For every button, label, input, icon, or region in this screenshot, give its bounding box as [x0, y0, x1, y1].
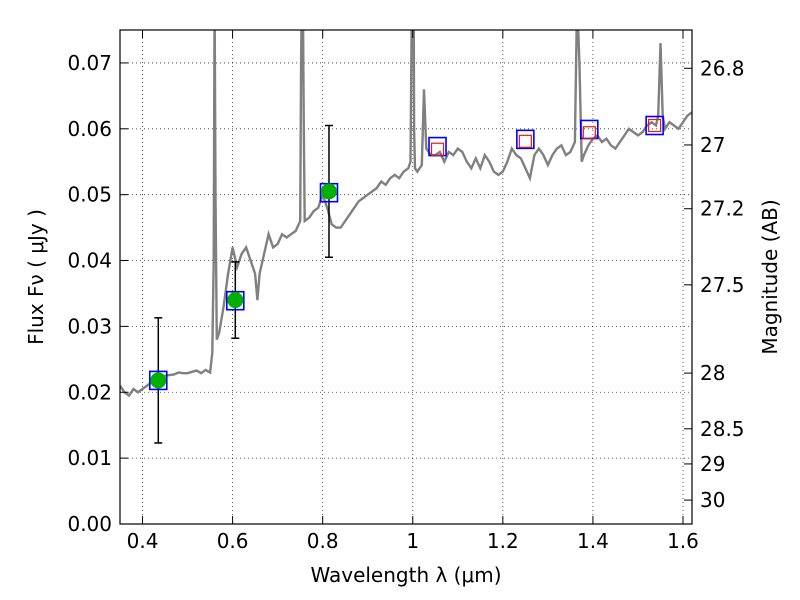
photometry-square — [148, 370, 168, 391]
y-tick-label: 0.07 — [67, 51, 112, 75]
y-tick-label: 0.04 — [67, 249, 112, 273]
model-square — [582, 126, 596, 140]
photometry-square — [645, 115, 664, 136]
x-tick-label: 1.2 — [487, 529, 519, 553]
photometry-square — [516, 129, 535, 150]
model-squares — [430, 118, 662, 156]
y-tick-label: 0.01 — [67, 446, 112, 470]
measured-points — [150, 183, 337, 389]
x-tick-label: 1.6 — [667, 529, 699, 553]
x-tick-label: 0.6 — [217, 529, 249, 553]
y2-tick-label: 29 — [700, 452, 725, 476]
y2-tick-label: 26.8 — [700, 56, 745, 80]
measured-point — [150, 372, 167, 389]
template-spectrum-line — [120, 30, 692, 398]
measured-point — [320, 183, 337, 200]
x-tick-label: 1.4 — [577, 529, 609, 553]
y-tick-label: 0.02 — [67, 380, 112, 404]
y2-tick-label: 28.5 — [700, 417, 745, 441]
y2-tick-label: 28 — [700, 361, 725, 385]
x-axis-ticks: 0.4 0.6 0.8 1 1.2 1.4 1.6 — [127, 30, 699, 553]
y2-tick-label: 30 — [700, 488, 725, 512]
model-square — [518, 134, 532, 148]
grid-lines — [120, 30, 692, 525]
photometry-squares — [148, 115, 664, 391]
model-square — [648, 118, 662, 133]
x-tick-label: 1 — [406, 529, 419, 553]
x-tick-label: 0.8 — [307, 529, 339, 553]
model-square — [430, 142, 445, 156]
y2-axis-label: Magnitude (AB) — [758, 199, 782, 354]
x-tick-label: 0.4 — [127, 529, 159, 553]
y-tick-label: 0.03 — [67, 314, 112, 338]
y2-tick-label: 27.5 — [700, 273, 745, 297]
y2-axis-ticks: 26.8 27 27.2 27.5 28 28.5 29 30 — [684, 56, 745, 512]
y-tick-label: 0.00 — [67, 512, 112, 536]
measured-point — [227, 292, 244, 309]
plot-frame — [119, 29, 693, 525]
y2-tick-label: 27 — [700, 133, 725, 157]
y-tick-label: 0.06 — [67, 117, 112, 141]
error-bars — [154, 124, 333, 444]
y2-tick-label: 27.2 — [700, 197, 745, 221]
photometry-square — [226, 290, 245, 311]
y-axis-ticks: 0.00 0.01 0.02 0.03 0.04 0.05 0.06 0.07 — [67, 51, 128, 536]
y-axis-label: Flux Fν ( μJy ) — [24, 209, 48, 345]
x-axis-label: Wavelength λ (μm) — [310, 563, 501, 587]
y-tick-label: 0.05 — [67, 183, 112, 207]
